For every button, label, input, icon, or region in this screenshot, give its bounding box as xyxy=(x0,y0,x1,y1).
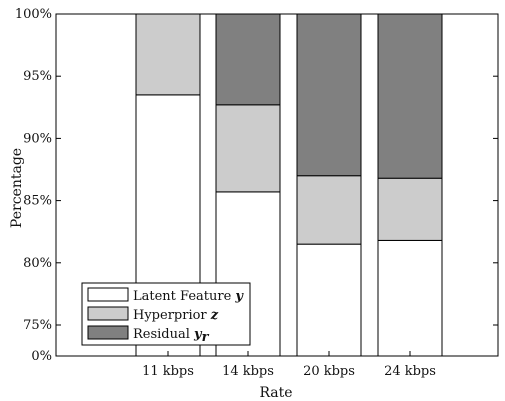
y-tick-label: 80% xyxy=(23,256,52,271)
bar-residual-3 xyxy=(377,13,443,179)
legend-label: Latent Feature y xyxy=(133,289,244,304)
bar-residual-1 xyxy=(215,13,281,106)
y-tick-label: 85% xyxy=(23,194,52,209)
legend-label: Hyperprior z xyxy=(133,308,219,323)
x-axis-label: Rate xyxy=(259,385,292,401)
x-tick-label: 14 kbps xyxy=(222,364,274,379)
legend-items: Latent Feature y Hyperprior z Residual yr xyxy=(87,287,244,345)
legend-swatch xyxy=(87,325,129,340)
ticks-layer: 0% 75% 80% 85% 90% 95% 100% 11 kbps 14 kbps 20 kb… xyxy=(15,7,498,379)
bar-hyperprior-1 xyxy=(215,104,281,193)
bar-latent-3 xyxy=(377,239,443,357)
y-tick-label: 75% xyxy=(23,318,52,333)
bar-hyperprior-2 xyxy=(296,175,362,245)
y-tick-label: 95% xyxy=(23,69,52,84)
y-axis-label: Percentage xyxy=(9,148,25,228)
plot-frame xyxy=(55,13,499,357)
x-tick-label: 20 kbps xyxy=(303,364,355,379)
bar-latent-2 xyxy=(296,243,362,357)
bars-layer xyxy=(135,13,443,357)
y-tick-label: 100% xyxy=(15,7,52,22)
legend-label: Residual yr xyxy=(133,327,210,345)
x-tick-label: 11 kbps xyxy=(142,364,194,379)
legend-swatch xyxy=(87,287,129,302)
bar-hyperprior-3 xyxy=(377,177,443,241)
x-tick-label: 24 kbps xyxy=(384,364,436,379)
y-tick-label: 90% xyxy=(23,131,52,146)
y-tick-label: 0% xyxy=(31,349,52,364)
legend-swatch xyxy=(87,306,129,321)
bar-residual-2 xyxy=(296,13,362,177)
legend: Latent Feature y Hyperprior z Residual yr xyxy=(81,282,251,346)
bar-hyperprior-0 xyxy=(135,13,201,96)
